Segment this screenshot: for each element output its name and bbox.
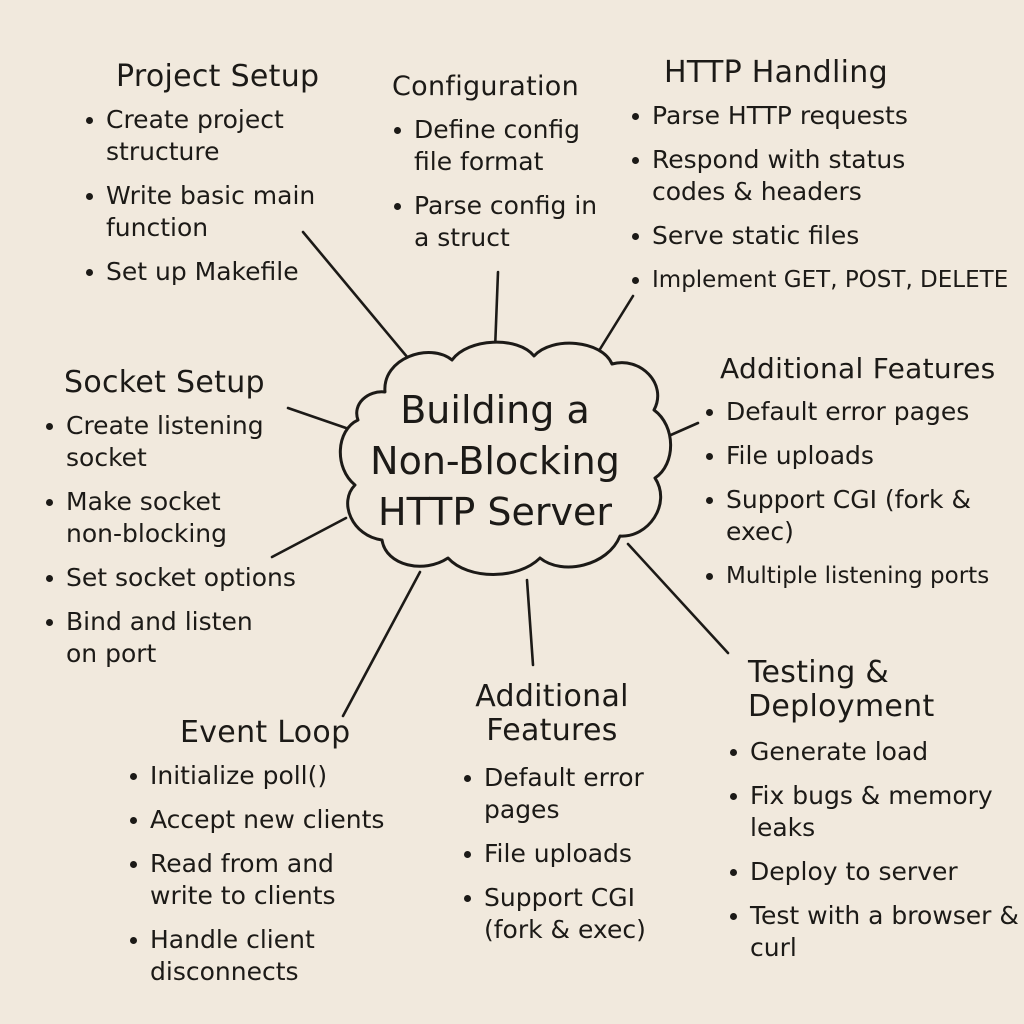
list-item: Default error pages: [704, 396, 1014, 428]
connector-project-setup: [301, 230, 410, 360]
section-title: HTTP Handling: [664, 55, 888, 90]
list-item: Handle client disconnects: [128, 924, 360, 988]
list-item: Parse config in a struct: [392, 190, 602, 254]
section-title: Additional Features: [475, 679, 629, 748]
list-item: Create listening socket: [44, 410, 314, 474]
list-item: Accept new clients: [128, 804, 428, 836]
section-additional-features-right: Additional Features Default error pages …: [704, 352, 1014, 604]
list-item: Generate load: [728, 736, 1018, 768]
list-item: File uploads: [704, 440, 1014, 472]
section-configuration: Configuration Define config file format …: [392, 70, 602, 266]
section-socket-setup: Socket Setup Create listening socket Mak…: [44, 366, 314, 682]
section-http-handling: HTTP Handling Parse HTTP requests Respon…: [630, 56, 1015, 308]
list-item: Support CGI (fork & exec): [462, 882, 664, 946]
list-item: Test with a browser & curl: [728, 900, 1020, 964]
list-item: Multiple listening ports: [704, 560, 1014, 592]
list-item: Deploy to server: [728, 856, 1018, 888]
section-additional-features-bottom: Additional Features Default error pages …: [462, 680, 682, 958]
section-title: Configuration: [392, 71, 580, 102]
connector-socket-setup: [286, 406, 348, 430]
section-project-setup: Project Setup Create project structure W…: [84, 60, 354, 300]
list-item: Define config file format: [392, 114, 602, 178]
list-item: Read from and write to clients: [128, 848, 380, 912]
section-event-loop: Event Loop Initialize poll() Accept new …: [128, 716, 428, 1000]
connector-configuration: [493, 270, 500, 352]
list-item: Bind and listen on port: [44, 606, 286, 670]
section-title: Socket Setup: [64, 365, 265, 400]
list-item: Default error pages: [462, 762, 664, 826]
list-item: Parse HTTP requests: [630, 100, 1015, 132]
list-item: Write basic main function: [84, 180, 354, 244]
section-title: Event Loop: [180, 715, 351, 750]
list-item: Serve static files: [630, 220, 1015, 252]
connector-testing-deployment: [626, 542, 730, 655]
section-testing-deployment: Testing & Deployment Generate load Fix b…: [728, 655, 1020, 976]
central-topic-line-3: HTTP Server: [378, 490, 612, 534]
central-topic-line-2: Non-Blocking: [370, 439, 620, 483]
connector-socket-setup-lower: [270, 516, 348, 559]
central-topic: Building a Non-Blocking HTTP Server: [350, 385, 640, 538]
central-cloud: [338, 340, 673, 576]
list-item: Fix bugs & memory leaks: [728, 780, 1020, 844]
section-title: Testing & Deployment: [748, 655, 935, 724]
list-item: Set socket options: [44, 562, 314, 594]
section-title: Project Setup: [116, 59, 320, 94]
list-item: Respond with status codes & headers: [630, 144, 942, 208]
list-item: Initialize poll(): [128, 760, 428, 792]
list-item: Support CGI (fork & exec): [704, 484, 996, 548]
central-topic-line-1: Building a: [400, 388, 590, 432]
list-item: Make socket non-blocking: [44, 486, 266, 550]
list-item: File uploads: [462, 838, 682, 870]
section-title: Additional Features: [720, 352, 996, 385]
connector-event-loop: [341, 570, 422, 718]
list-item: Set up Makefile: [84, 256, 354, 288]
connector-additional-features-bottom: [525, 578, 535, 667]
list-item: Implement GET, POST, DELETE: [630, 264, 1015, 296]
list-item: Create project structure: [84, 104, 354, 168]
